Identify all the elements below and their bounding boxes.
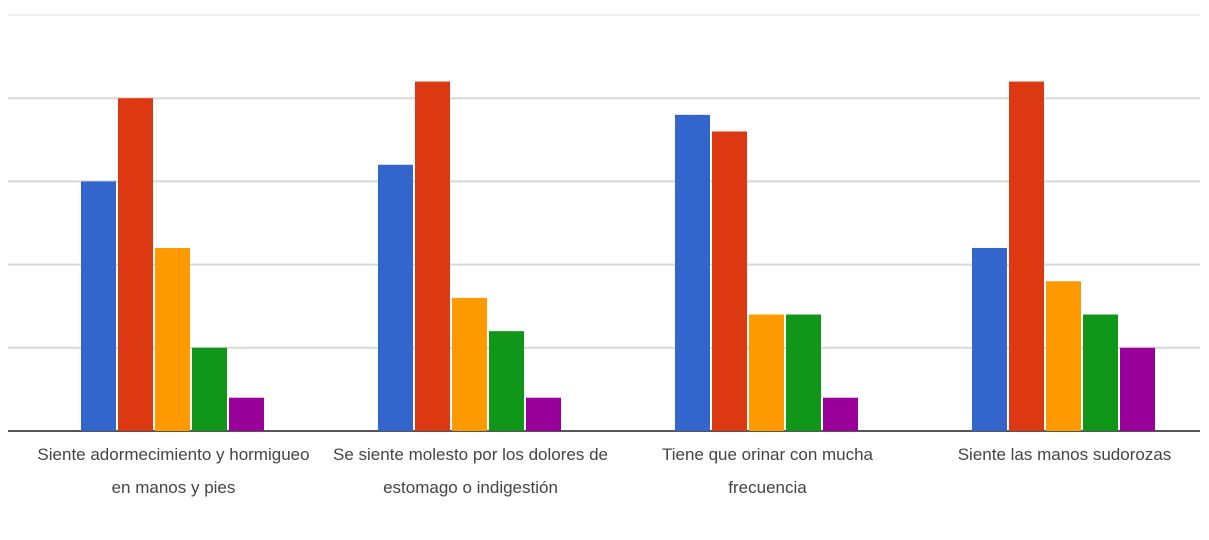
bar	[823, 397, 858, 431]
bar	[415, 81, 450, 431]
bar	[489, 331, 524, 431]
bar	[749, 314, 784, 431]
bar	[526, 397, 561, 431]
bar	[155, 247, 190, 431]
bar	[1046, 281, 1081, 431]
bar	[378, 164, 413, 431]
bar	[972, 247, 1007, 431]
x-tick-label: Siente adormecimiento y hormigueo en man…	[37, 445, 310, 497]
bar	[452, 297, 487, 431]
bar	[192, 347, 227, 431]
x-tick-label: Se siente molesto por los dolores de est…	[333, 445, 608, 497]
x-tick-label: Siente las manos sudorozas	[957, 445, 1172, 464]
bar	[786, 314, 821, 431]
bar	[81, 181, 116, 431]
bar	[1009, 81, 1044, 431]
bar	[675, 114, 710, 431]
bar	[1120, 347, 1155, 431]
bar	[118, 98, 153, 431]
x-tick-label: Tiene que orinar con mucha frecuencia	[661, 445, 874, 497]
bar	[1083, 314, 1118, 431]
bar	[229, 397, 264, 431]
bar	[712, 131, 747, 432]
